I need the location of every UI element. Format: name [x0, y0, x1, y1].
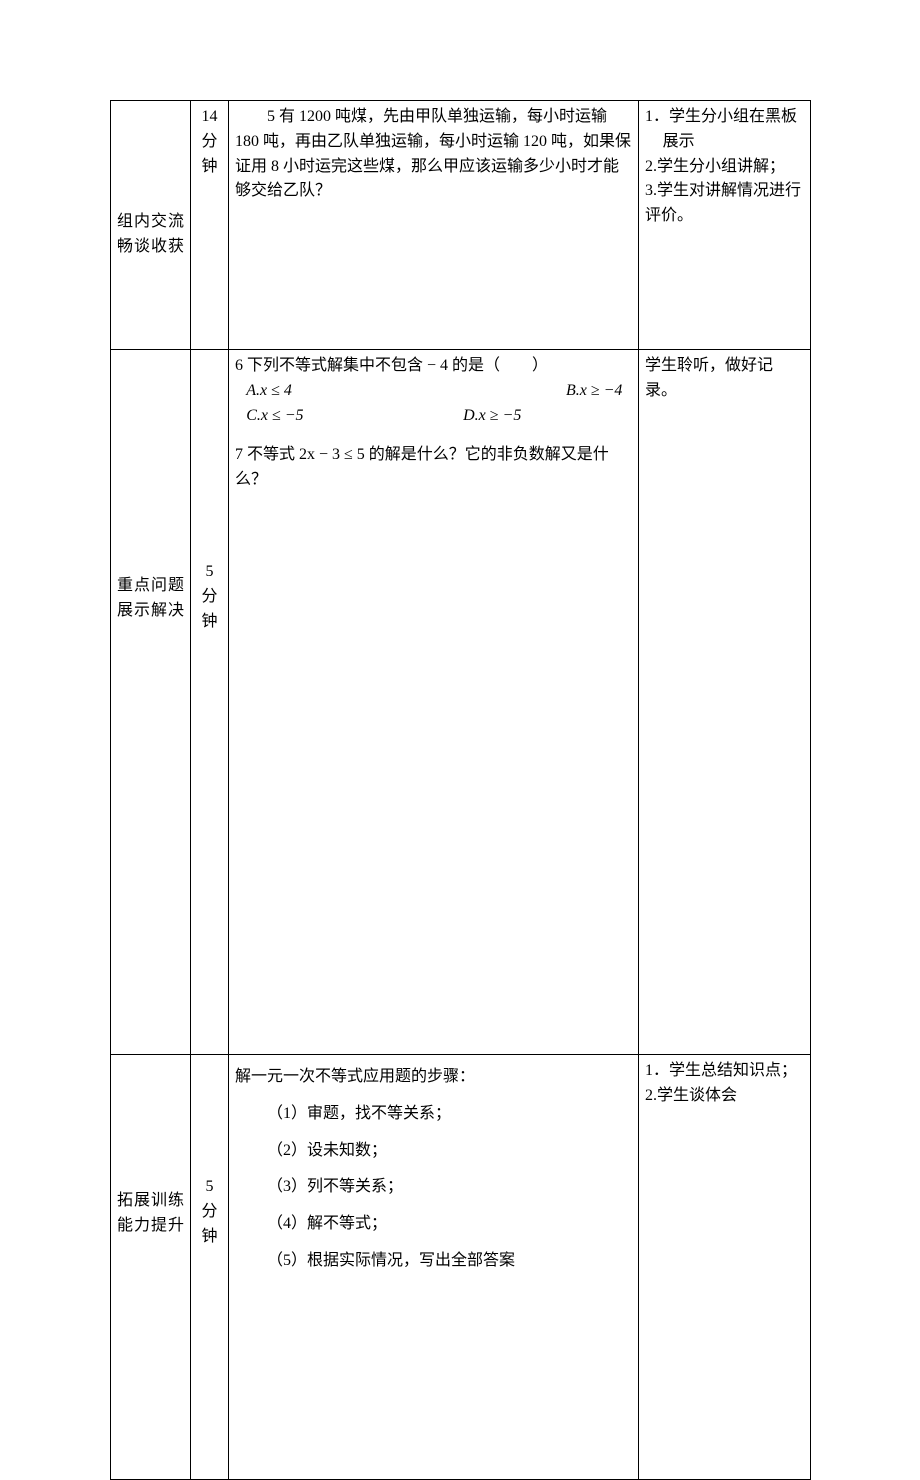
- stage-cell: 组内交流 畅谈收获: [111, 101, 191, 350]
- activity-item: 1．学生总结知识点；: [645, 1059, 804, 1084]
- duration-value: 14: [197, 105, 222, 130]
- activity-item: 1．学生分小组在黑板展示: [645, 105, 804, 155]
- table-row: 重点问题 展示解决 5 分 钟 6 下列不等式解集中不包含 − 4 的是（ ） …: [111, 350, 811, 1055]
- duration-unit: 钟: [197, 1225, 222, 1250]
- stage-label: 重点问题 展示解决: [117, 354, 184, 624]
- activity-text: 学生总结知识点；: [669, 1062, 797, 1079]
- activity-cell: 学生聆听，做好记录。: [639, 350, 811, 1055]
- activity-item: 3.学生对讲解情况进行评价。: [645, 179, 804, 229]
- duration-unit: 钟: [197, 155, 222, 180]
- steps-title: 解一元一次不等式应用题的步骤：: [235, 1059, 632, 1096]
- table-row: 组内交流 畅谈收获 14 分 钟 5 有 1200 吨煤，先由甲队单独运输，每小…: [111, 101, 811, 350]
- option-d: D.x ≥ −5: [415, 404, 632, 429]
- content-cell: 解一元一次不等式应用题的步骤： （1）审题，找不等关系； （2）设未知数； （3…: [229, 1055, 639, 1480]
- step-4: （4）解不等式；: [235, 1206, 632, 1243]
- stage-label: 拓展训练 能力提升: [117, 1059, 184, 1239]
- activity-cell: 1．学生分小组在黑板展示 2.学生分小组讲解； 3.学生对讲解情况进行评价。: [639, 101, 811, 350]
- content-cell: 5 有 1200 吨煤，先由甲队单独运输，每小时运输 180 吨，再由乙队单独运…: [229, 101, 639, 350]
- list-number: 1．: [645, 1062, 669, 1079]
- question-6-options-row: C.x ≤ −5 D.x ≥ −5: [235, 404, 632, 429]
- step-2: （2）设未知数；: [235, 1133, 632, 1170]
- question-7: 7 不等式 2x − 3 ≤ 5 的解是什么？它的非负数解又是什么？: [235, 443, 632, 493]
- question-6-stem: 6 下列不等式解集中不包含 − 4 的是（ ）: [235, 354, 632, 379]
- activity-cell: 1．学生总结知识点； 2.学生谈体会: [639, 1055, 811, 1480]
- stage-cell: 重点问题 展示解决: [111, 350, 191, 1055]
- duration-value: 5: [197, 1175, 222, 1200]
- duration-cell: 14 分 钟: [191, 101, 229, 350]
- spacer: [235, 428, 632, 442]
- stage-cell: 拓展训练 能力提升: [111, 1055, 191, 1480]
- step-1: （1）审题，找不等关系；: [235, 1096, 632, 1133]
- option-a: A.x ≤ 4: [235, 379, 434, 404]
- step-3: （3）列不等关系；: [235, 1169, 632, 1206]
- duration-cell: 5 分 钟: [191, 1055, 229, 1480]
- duration-unit: 分: [197, 585, 222, 610]
- content-cell: 6 下列不等式解集中不包含 − 4 的是（ ） A.x ≤ 4 B.x ≥ −4…: [229, 350, 639, 1055]
- duration-unit: 钟: [197, 610, 222, 635]
- question-5: 5 有 1200 吨煤，先由甲队单独运输，每小时运输 180 吨，再由乙队单独运…: [235, 105, 632, 204]
- duration-value: 5: [197, 560, 222, 585]
- list-number: 1．: [645, 108, 669, 125]
- question-7-text: 7 不等式 2x − 3 ≤ 5 的解是什么？它的非负数解又是什么？: [235, 446, 609, 488]
- lesson-plan-table: 组内交流 畅谈收获 14 分 钟 5 有 1200 吨煤，先由甲队单独运输，每小…: [110, 100, 811, 1480]
- activity-item: 2.学生分小组讲解；: [645, 155, 804, 180]
- duration-cell: 5 分 钟: [191, 350, 229, 1055]
- stage-label: 组内交流 畅谈收获: [117, 105, 184, 260]
- stage-line-1: 组内交流 畅谈收获: [117, 210, 184, 260]
- duration-unit: 分: [197, 1200, 222, 1225]
- option-c: C.x ≤ −5: [235, 404, 415, 429]
- activity-item: 学生聆听，做好记录。: [645, 354, 804, 404]
- stage-text: 拓展训练 能力提升: [117, 1189, 184, 1239]
- stage-text: 重点问题 展示解决: [117, 574, 184, 624]
- table-row: 拓展训练 能力提升 5 分 钟 解一元一次不等式应用题的步骤： （1）审题，找不…: [111, 1055, 811, 1480]
- question-6-options-row: A.x ≤ 4 B.x ≥ −4: [235, 379, 632, 404]
- activity-item: 2.学生谈体会: [645, 1084, 804, 1109]
- option-b: B.x ≥ −4: [434, 379, 632, 404]
- step-5: （5）根据实际情况，写出全部答案: [235, 1243, 632, 1280]
- activity-text: 学生分小组在黑板展示: [663, 108, 797, 150]
- duration-unit: 分: [197, 130, 222, 155]
